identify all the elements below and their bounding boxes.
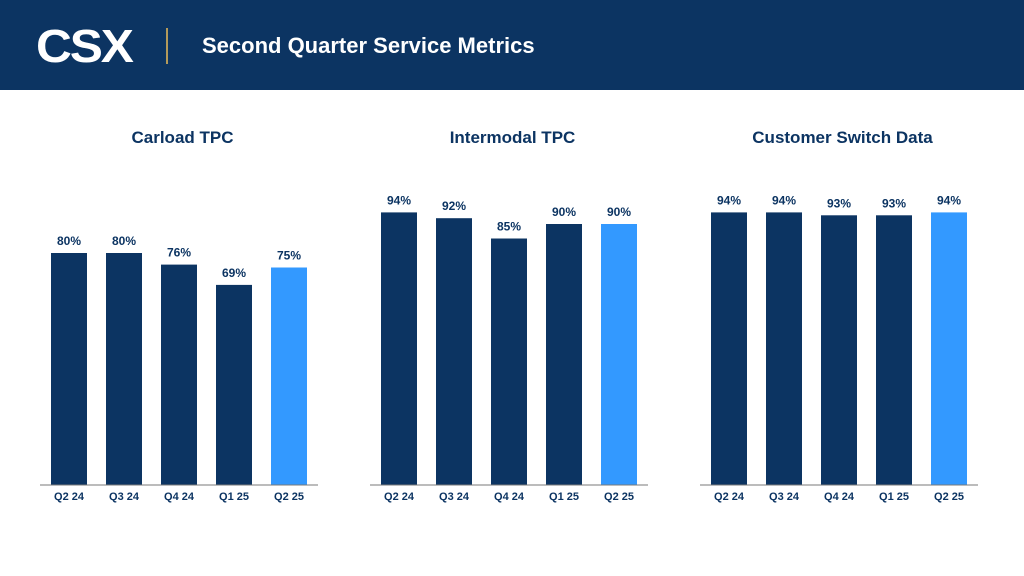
bar-q2-25 bbox=[601, 224, 637, 485]
bar-q2-25 bbox=[931, 212, 967, 485]
chart-customer-switch-data: Customer Switch Data 94% Q2 24 94% Q3 24 93%… bbox=[700, 120, 985, 510]
data-label: 85% bbox=[497, 220, 521, 234]
x-tick-label: Q2 24 bbox=[54, 491, 85, 503]
bar-q4-24 bbox=[821, 215, 857, 486]
x-tick-label: Q2 25 bbox=[274, 491, 304, 503]
chart-intermodal-tpc: Intermodal TPC 94% Q2 24 92% Q3 24 85% Q4 24 9… bbox=[370, 120, 655, 510]
data-label: 90% bbox=[607, 205, 631, 219]
csx-logo: CSX bbox=[36, 20, 134, 72]
bar-q1-25 bbox=[876, 215, 912, 486]
data-label: 80% bbox=[57, 234, 81, 248]
data-label: 94% bbox=[937, 193, 961, 207]
x-tick-label: Q2 25 bbox=[604, 491, 634, 503]
bar-q1-25 bbox=[216, 284, 252, 485]
data-label: 94% bbox=[772, 193, 796, 207]
bar-q2-24 bbox=[51, 253, 87, 485]
chart-plot: 80% Q2 24 80% Q3 24 76% Q4 24 69% Q1 25 75% Q2 25 bbox=[40, 234, 318, 503]
x-tick-label: Q4 24 bbox=[824, 491, 855, 503]
x-tick-label: Q3 24 bbox=[109, 491, 140, 503]
bar-q4-24 bbox=[491, 238, 527, 485]
chart-carload-tpc: Carload TPC 80% Q2 24 80% Q3 24 76% Q4 24 69% Q… bbox=[40, 120, 325, 510]
x-tick-label: Q4 24 bbox=[494, 491, 525, 503]
data-label: 93% bbox=[827, 196, 851, 210]
bar-q4-24 bbox=[161, 264, 197, 485]
data-label: 90% bbox=[552, 205, 576, 219]
x-tick-label: Q2 24 bbox=[714, 491, 745, 503]
x-tick-label: Q3 24 bbox=[769, 491, 800, 503]
data-label: 92% bbox=[442, 199, 466, 213]
bar-q2-25 bbox=[271, 267, 307, 485]
chart-plot: 94% Q2 24 94% Q3 24 93% Q4 24 93% Q1 25 94% Q2 25 bbox=[700, 193, 978, 503]
data-label: 76% bbox=[167, 246, 191, 260]
data-label: 94% bbox=[387, 193, 411, 207]
data-label: 93% bbox=[882, 196, 906, 210]
data-label: 69% bbox=[222, 266, 246, 280]
chart-title: Carload TPC bbox=[131, 128, 234, 147]
bar-q2-24 bbox=[381, 212, 417, 485]
bar-q1-25 bbox=[546, 224, 582, 485]
x-tick-label: Q1 25 bbox=[549, 491, 579, 503]
x-tick-label: Q1 25 bbox=[879, 491, 909, 503]
chart-title: Intermodal TPC bbox=[449, 128, 576, 147]
data-label: 80% bbox=[112, 234, 136, 248]
bar-q3-24 bbox=[766, 212, 802, 485]
bar-q3-24 bbox=[106, 253, 142, 485]
page-title: Second Quarter Service Metrics bbox=[202, 33, 535, 58]
chart-plot: 94% Q2 24 92% Q3 24 85% Q4 24 90% Q1 25 90% Q2 25 bbox=[370, 193, 648, 503]
x-tick-label: Q4 24 bbox=[164, 491, 195, 503]
bar-q3-24 bbox=[436, 218, 472, 485]
header-divider bbox=[166, 28, 168, 64]
data-label: 75% bbox=[277, 249, 301, 263]
x-tick-label: Q2 24 bbox=[384, 491, 415, 503]
chart-title: Customer Switch Data bbox=[752, 128, 933, 147]
bar-q2-24 bbox=[711, 212, 747, 485]
header-bar: CSX Second Quarter Service Metrics bbox=[0, 0, 1024, 90]
x-tick-label: Q2 25 bbox=[934, 491, 964, 503]
data-label: 94% bbox=[717, 193, 741, 207]
x-tick-label: Q3 24 bbox=[439, 491, 470, 503]
x-tick-label: Q1 25 bbox=[219, 491, 249, 503]
